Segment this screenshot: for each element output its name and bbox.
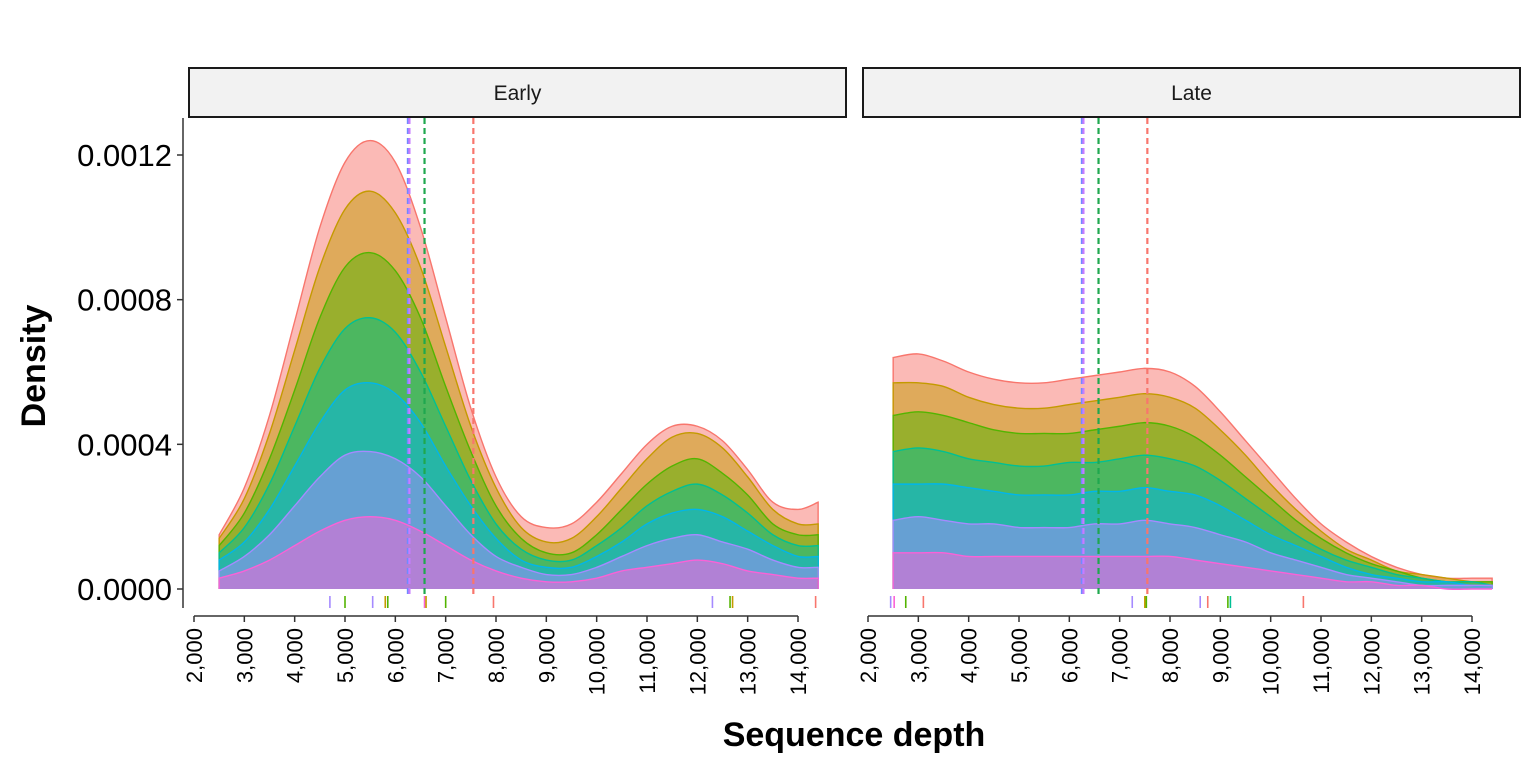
x-tick-label-late-1: 2,000 bbox=[856, 628, 881, 683]
density-line-late-3 bbox=[892, 411, 1493, 589]
x-tick-label-late-11: 12,000 bbox=[1359, 628, 1384, 695]
x-tick-label-early-2: 3,000 bbox=[232, 628, 257, 683]
density-line-late-5 bbox=[892, 483, 1493, 589]
density-line-late-1 bbox=[892, 353, 1493, 589]
facet-label-late: Late bbox=[1171, 82, 1212, 105]
x-tick-label-late-3: 4,000 bbox=[957, 628, 982, 683]
x-tick-label-early-13: 14,000 bbox=[786, 628, 811, 695]
density-line-late-6 bbox=[892, 515, 1493, 589]
x-tick-label-late-6: 7,000 bbox=[1108, 628, 1133, 683]
density-line-early-6 bbox=[218, 450, 819, 589]
facet-label-early: Early bbox=[494, 82, 542, 105]
x-tick-label-late-4: 5,000 bbox=[1007, 628, 1032, 683]
x-tick-label-early-11: 12,000 bbox=[685, 628, 710, 695]
x-tick-label-late-8: 9,000 bbox=[1208, 628, 1233, 683]
facet-strip-early: Early bbox=[188, 67, 847, 118]
x-tick-label-early-10: 11,000 bbox=[635, 628, 660, 694]
x-tick-label-early-12: 13,000 bbox=[736, 628, 761, 695]
x-tick-label-early-8: 9,000 bbox=[534, 628, 559, 683]
x-axis-title: Sequence depth bbox=[723, 716, 986, 754]
x-axis-early: 2,000 3,000 4,000 5,000 6,000 7,000 8,000 9,000… bbox=[182, 615, 811, 695]
y-axis-title: Density bbox=[15, 305, 53, 428]
density-line-early-1 bbox=[218, 139, 819, 589]
x-tick-label-late-10: 11,000 bbox=[1309, 628, 1334, 694]
x-tick-label-early-3: 4,000 bbox=[283, 628, 308, 683]
x-axis-late: 2,000 3,000 4,000 5,000 6,000 7,000 8,000 9,000… bbox=[856, 615, 1485, 695]
x-tick-label-early-6: 7,000 bbox=[434, 628, 459, 683]
y-tick-label-2: 0.0004 bbox=[77, 427, 172, 462]
x-tick-label-late-12: 13,000 bbox=[1410, 628, 1435, 695]
density-line-early-7 bbox=[218, 515, 819, 589]
panel-late bbox=[889, 118, 1493, 608]
y-tick-label-1: 0.0000 bbox=[77, 572, 172, 607]
y-axis: 0.0000 0.0004 0.0008 0.0012 bbox=[77, 118, 184, 608]
y-tick-label-3: 0.0008 bbox=[77, 283, 172, 318]
density-line-early-2 bbox=[218, 190, 819, 589]
y-tick-label-4: 0.0012 bbox=[77, 138, 172, 173]
density-line-early-5 bbox=[218, 382, 819, 589]
density-line-late-4 bbox=[892, 447, 1493, 589]
panel-early bbox=[218, 118, 819, 608]
x-tick-label-early-7: 8,000 bbox=[484, 628, 509, 683]
x-tick-label-late-9: 10,000 bbox=[1259, 628, 1284, 695]
x-tick-label-late-7: 8,000 bbox=[1158, 628, 1183, 683]
x-tick-label-early-1: 2,000 bbox=[182, 628, 207, 683]
density-area-early-7 bbox=[219, 516, 819, 589]
x-tick-label-late-5: 6,000 bbox=[1057, 628, 1082, 683]
x-tick-label-early-4: 5,000 bbox=[333, 628, 358, 683]
x-tick-label-early-5: 6,000 bbox=[383, 628, 408, 683]
facet-strip-late: Late bbox=[862, 67, 1521, 118]
x-tick-label-late-2: 3,000 bbox=[906, 628, 931, 683]
x-tick-label-late-13: 14,000 bbox=[1460, 628, 1485, 695]
x-tick-label-early-9: 10,000 bbox=[585, 628, 610, 695]
density-line-late-7 bbox=[892, 551, 1493, 590]
density-line-early-3 bbox=[218, 251, 819, 589]
density-line-early-4 bbox=[218, 316, 819, 589]
density-area-late-7 bbox=[893, 552, 1493, 590]
